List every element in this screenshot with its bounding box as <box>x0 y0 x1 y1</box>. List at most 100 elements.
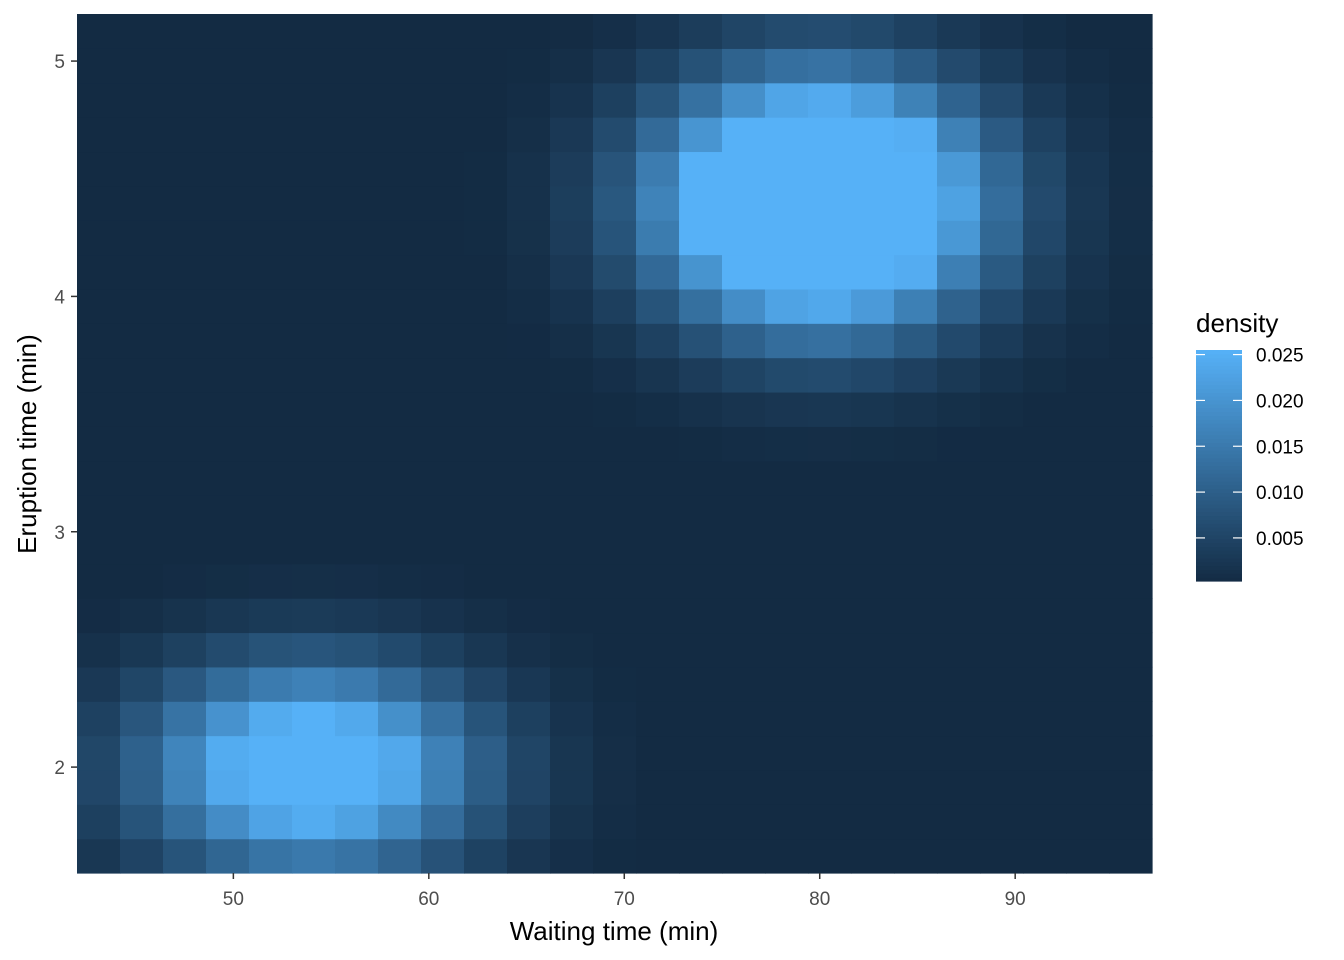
heatmap-tile <box>937 495 981 530</box>
heatmap-tile <box>980 151 1024 187</box>
heatmap-tile <box>378 185 422 221</box>
colorbar-segment <box>1196 357 1242 363</box>
x-axis: 50 60 70 80 90 <box>223 873 1026 910</box>
heatmap-tile <box>894 838 938 874</box>
heatmap-tile <box>808 563 852 599</box>
heatmap-tile <box>1023 460 1067 496</box>
heatmap-tile <box>808 460 852 496</box>
heatmap-tile <box>765 391 809 427</box>
heatmap-tile <box>1109 151 1153 187</box>
heatmap-tile <box>808 117 852 153</box>
colorbar-segment <box>1196 427 1242 432</box>
heatmap-tile <box>980 666 1024 702</box>
heatmap-tile <box>77 563 121 599</box>
heatmap-tile <box>120 804 164 840</box>
heatmap-tile <box>206 117 250 153</box>
heatmap-tile <box>765 769 809 805</box>
heatmap-tile <box>378 254 422 290</box>
heatmap-tile <box>636 838 680 874</box>
heatmap-tile <box>249 426 293 462</box>
heatmap-tile <box>1109 426 1153 462</box>
heatmap-tile <box>206 323 250 359</box>
heatmap-tile <box>722 460 766 496</box>
colorbar-segment <box>1196 488 1242 494</box>
heatmap-tile <box>421 82 465 118</box>
heatmap-tile <box>163 82 207 118</box>
heatmap-tile <box>937 598 981 634</box>
heatmap-tile <box>421 48 465 84</box>
colorbar-segment <box>1196 407 1242 413</box>
heatmap-tile <box>1066 185 1110 221</box>
heatmap-tile <box>636 598 680 634</box>
colorbar-segment <box>1196 523 1242 528</box>
heatmap-tile <box>980 495 1024 530</box>
heatmap-tile <box>421 151 465 187</box>
heatmap-tile <box>335 598 379 634</box>
heatmap-tile <box>464 495 508 530</box>
heatmap-tile <box>808 666 852 702</box>
heatmap-tile <box>77 495 121 530</box>
heatmap-tile <box>206 735 250 771</box>
heatmap-tile <box>550 391 594 427</box>
heatmap-tile <box>163 426 207 462</box>
heatmap-tile <box>980 185 1024 221</box>
heatmap-tile <box>77 598 121 634</box>
colorbar-segment <box>1196 500 1242 505</box>
heatmap-tile <box>679 220 723 256</box>
heatmap-tile <box>421 701 465 737</box>
legend-break-label: 0.015 <box>1256 437 1304 458</box>
heatmap-tile <box>421 598 465 634</box>
heatmap-tile <box>1109 563 1153 599</box>
heatmap-tile <box>593 288 637 324</box>
heatmap-tile <box>679 804 723 840</box>
heatmap-tile <box>507 323 551 359</box>
heatmap-tile <box>249 598 293 634</box>
heatmap-tile <box>980 563 1024 599</box>
heatmap-tile <box>894 632 938 668</box>
heatmap-tile <box>163 735 207 771</box>
heatmap-tile <box>636 117 680 153</box>
heatmap-tile <box>636 460 680 496</box>
heatmap-tile <box>206 529 250 565</box>
heatmap-tile <box>1066 391 1110 427</box>
heatmap-tile <box>851 391 895 427</box>
colorbar-segment <box>1196 434 1242 440</box>
heatmap-tile <box>335 48 379 84</box>
heatmap-tile <box>292 804 336 840</box>
heatmap-tile <box>120 666 164 702</box>
heatmap-tile <box>1023 426 1067 462</box>
heatmap-tile <box>851 48 895 84</box>
heatmap-tile <box>464 666 508 702</box>
heatmap-tile <box>593 529 637 565</box>
heatmap-tile <box>679 460 723 496</box>
colorbar-segment <box>1196 534 1242 540</box>
heatmap-tile <box>378 14 422 49</box>
heatmap-tile <box>679 563 723 599</box>
heatmap-tile <box>550 82 594 118</box>
heatmap-tile <box>507 701 551 737</box>
colorbar-segment <box>1196 446 1242 451</box>
heatmap-tile <box>464 323 508 359</box>
heatmap-tile <box>980 48 1024 84</box>
heatmap-tile <box>1023 701 1067 737</box>
heatmap-tile <box>507 391 551 427</box>
heatmap-tile <box>765 357 809 393</box>
heatmap-tile <box>808 151 852 187</box>
heatmap-tile <box>120 529 164 565</box>
heatmap-tile <box>507 288 551 324</box>
heatmap-tile <box>1023 735 1067 771</box>
heatmap-tile <box>679 323 723 359</box>
colorbar-segment <box>1196 519 1242 524</box>
heatmap-tile <box>1066 666 1110 702</box>
heatmap-tile <box>421 460 465 496</box>
heatmap-tile <box>894 82 938 118</box>
x-tick-label: 50 <box>223 889 244 910</box>
heatmap-tile <box>206 632 250 668</box>
heatmap-tile <box>894 323 938 359</box>
colorbar-segment <box>1196 504 1242 509</box>
heatmap-tile <box>851 357 895 393</box>
heatmap-tile <box>550 151 594 187</box>
heatmap-tile <box>249 460 293 496</box>
heatmap-tile <box>937 48 981 84</box>
heatmap-tile <box>765 495 809 530</box>
